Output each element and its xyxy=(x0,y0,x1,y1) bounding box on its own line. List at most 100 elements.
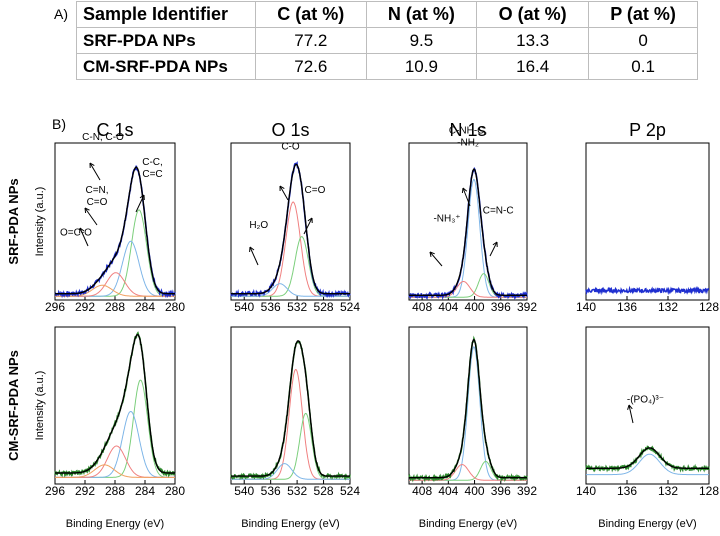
plot-frame xyxy=(585,142,710,301)
x-tick-label: 280 xyxy=(165,484,185,498)
x-axis-label: Binding Energy (eV) xyxy=(419,518,517,530)
x-tick-label: 540 xyxy=(234,484,254,498)
x-tick-label: 400 xyxy=(465,300,485,314)
panel-title: P 2p xyxy=(629,120,666,140)
y-axis-label: Intensity (a.u.) xyxy=(34,187,46,257)
annotation-arrow xyxy=(84,207,98,226)
peak-annotation: C=O xyxy=(305,185,326,196)
table-cell: 77.2 xyxy=(255,27,367,54)
annotation-arrow-head xyxy=(627,404,633,410)
annotation-arrow-head xyxy=(249,246,255,253)
header-carbon: C (at %) xyxy=(255,1,367,28)
peak-annotation: -NH₂ xyxy=(457,138,479,149)
fit-envelope xyxy=(231,163,350,295)
x-tick-label: 532 xyxy=(287,300,307,314)
x-axis-label: Binding Energy (eV) xyxy=(598,518,696,530)
panel-title: O 1s xyxy=(271,120,309,140)
annotation-arrow xyxy=(249,246,259,266)
panel-title: C 1s xyxy=(96,120,133,140)
x-tick-label: 536 xyxy=(261,484,281,498)
plot-frame xyxy=(408,326,528,485)
fit-component xyxy=(231,463,350,480)
fit-component xyxy=(55,379,175,478)
peak-annotation: C=N-C xyxy=(483,206,514,217)
annotation-arrow xyxy=(628,404,634,424)
peak-annotation: -NH₃⁺ xyxy=(433,214,460,225)
annotation-arrow xyxy=(79,227,89,247)
raw-spectrum xyxy=(408,335,528,483)
peak-annotation: -(PO₄)³⁻ xyxy=(627,394,664,405)
x-tick-label: 292 xyxy=(75,300,95,314)
annotation-arrow-head xyxy=(139,194,145,201)
annotation-arrow xyxy=(279,185,289,201)
annotation-arrow-head xyxy=(89,162,95,169)
annotation-arrow-head xyxy=(307,217,313,224)
annotation-arrow-head xyxy=(461,187,468,194)
x-tick-label: 536 xyxy=(261,300,281,314)
panel-title: N 1s xyxy=(449,120,486,140)
annotation-arrow-head xyxy=(492,241,498,248)
annotation-arrow xyxy=(135,194,145,213)
fit-component xyxy=(409,346,527,481)
x-tick-label: 296 xyxy=(45,300,65,314)
header-phosphorus: P (at %) xyxy=(588,1,698,28)
x-tick-label: 396 xyxy=(491,484,511,498)
x-tick-label: 296 xyxy=(45,484,65,498)
raw-spectrum xyxy=(230,340,351,481)
x-tick-label: 396 xyxy=(491,300,511,314)
table-cell: 0 xyxy=(588,27,698,54)
table-cell: 0.1 xyxy=(588,53,698,80)
panel-label-a: A) xyxy=(54,6,68,22)
plot-frame xyxy=(54,326,176,485)
x-tick-label: 392 xyxy=(517,300,537,314)
table-row: SRF-PDA NPs 77.2 9.5 13.3 0 xyxy=(76,27,698,54)
fit-envelope xyxy=(409,338,527,479)
table-header-row: Sample Identifier C (at %) N (at %) O (a… xyxy=(76,1,698,28)
plot-frame xyxy=(585,326,710,485)
peak-annotation: C=O xyxy=(87,197,108,208)
x-tick-label: 140 xyxy=(576,300,596,314)
plot-frame xyxy=(230,142,351,301)
annotation-arrow-head xyxy=(79,227,85,234)
fit-component xyxy=(231,236,350,297)
annotation-arrow-head xyxy=(84,207,90,214)
x-tick-label: 128 xyxy=(699,300,719,314)
raw-spectrum xyxy=(54,331,176,478)
fit-envelope xyxy=(586,447,709,469)
x-tick-label: 284 xyxy=(135,484,155,498)
plot-frame xyxy=(408,142,528,301)
annotation-arrow xyxy=(462,187,471,207)
x-tick-label: 528 xyxy=(314,300,334,314)
annotation-arrow-head xyxy=(279,185,285,192)
peak-annotation: C=C xyxy=(142,169,162,180)
x-tick-label: 524 xyxy=(340,300,360,314)
annotation-arrow xyxy=(89,162,101,181)
x-tick-label: 408 xyxy=(412,300,432,314)
x-tick-label: 132 xyxy=(658,300,678,314)
table-cell: 16.4 xyxy=(476,53,590,80)
x-tick-label: 292 xyxy=(75,484,95,498)
annotation-arrow-head xyxy=(429,251,435,257)
x-tick-label: 532 xyxy=(287,484,307,498)
annotation-arrow xyxy=(429,251,443,267)
fit-envelope xyxy=(231,340,350,477)
peak-annotation: H₂O xyxy=(249,220,268,231)
x-tick-label: 528 xyxy=(314,484,334,498)
plot-frame xyxy=(230,326,351,485)
fit-component xyxy=(231,412,350,480)
annotation-arrow xyxy=(489,241,498,257)
y-axis-label: Intensity (a.u.) xyxy=(34,371,46,441)
raw-spectrum xyxy=(585,445,710,473)
x-tick-label: 404 xyxy=(438,300,458,314)
header-sample-identifier: Sample Identifier xyxy=(76,1,256,28)
composition-table: Sample Identifier C (at %) N (at %) O (a… xyxy=(76,1,698,80)
annotation-arrow xyxy=(303,217,313,235)
x-tick-label: 400 xyxy=(465,484,485,498)
header-nitrogen: N (at %) xyxy=(365,1,478,28)
x-tick-label: 540 xyxy=(234,300,254,314)
x-axis-label: Binding Energy (eV) xyxy=(66,518,164,530)
x-tick-label: 524 xyxy=(340,484,360,498)
x-tick-label: 284 xyxy=(135,300,155,314)
x-tick-label: 404 xyxy=(438,484,458,498)
